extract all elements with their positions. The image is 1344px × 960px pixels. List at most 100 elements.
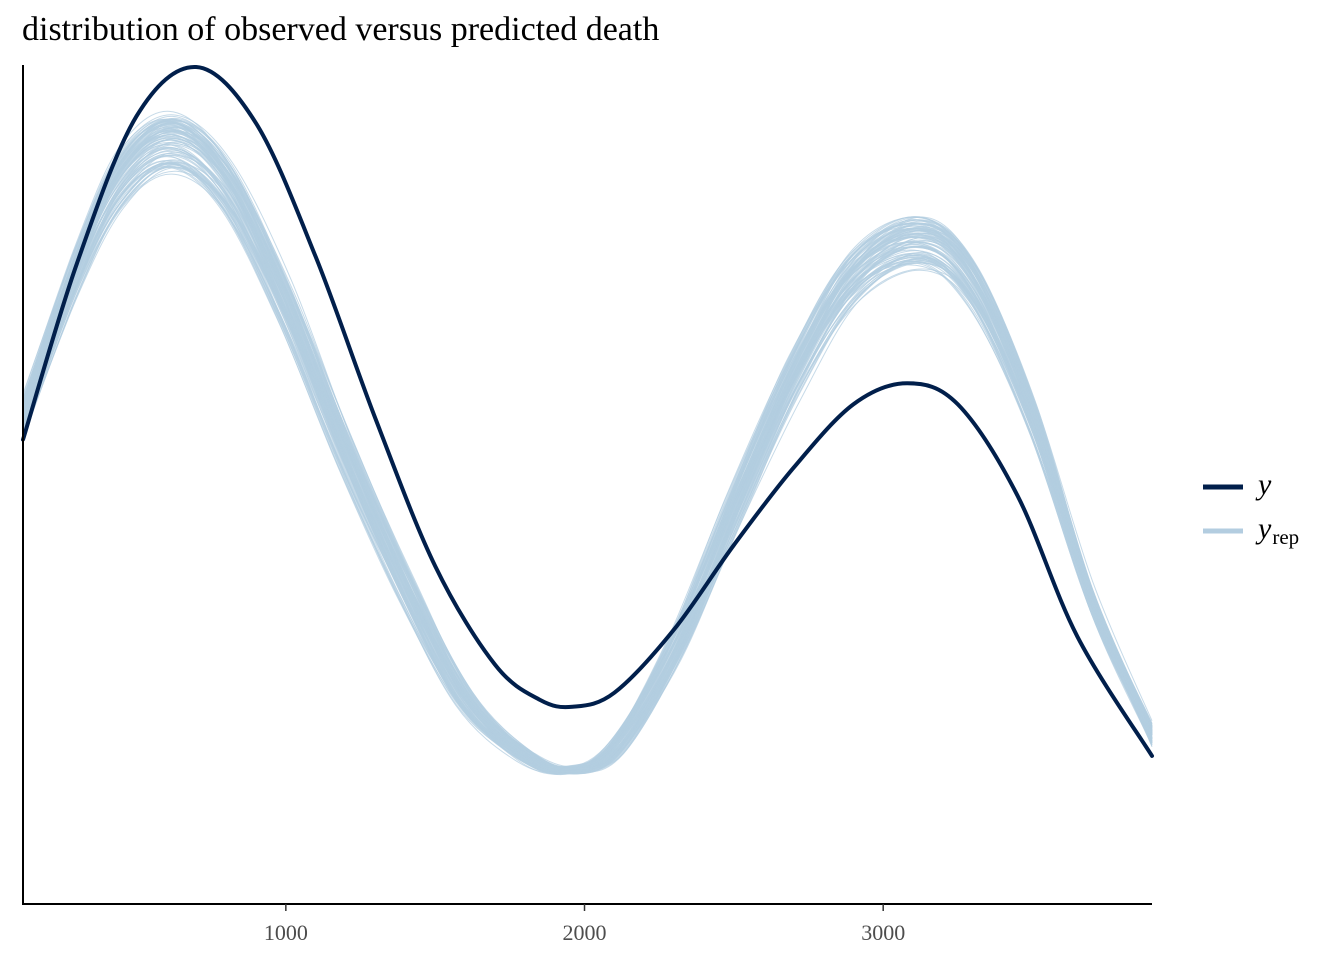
yrep-draw-line [22, 144, 1153, 774]
yrep-draw-line [22, 137, 1153, 774]
yrep-draw-line [22, 170, 1153, 773]
yrep-draw-line [22, 148, 1153, 769]
yrep-draw-line [22, 164, 1153, 773]
yrep-draw-line [22, 128, 1153, 772]
x-tick-label: 1000 [264, 920, 308, 945]
yrep-draw-line [22, 130, 1153, 771]
yrep-draw-line [22, 118, 1153, 771]
yrep-draw-line [22, 131, 1153, 774]
yrep-draw-line [22, 146, 1153, 772]
yrep-draw-line [22, 129, 1153, 775]
yrep-draw-line [22, 110, 1153, 770]
yrep-draw-line [22, 156, 1153, 770]
yrep-draw-line [22, 127, 1153, 773]
yrep-draw-line [22, 128, 1153, 774]
yrep-draw-line [22, 138, 1153, 769]
yrep-draw-line [22, 160, 1153, 769]
yrep-draw-line [22, 136, 1153, 772]
yrep-draw-line [22, 150, 1153, 772]
yrep-draw-line [22, 137, 1153, 773]
yrep-draw-line [22, 159, 1153, 773]
yrep-draw-line [22, 142, 1153, 768]
yrep-draw-line [22, 115, 1153, 771]
yrep-draw-line [22, 147, 1153, 775]
yrep-draw-line [22, 131, 1153, 774]
yrep-draw-line [22, 149, 1153, 770]
yrep-draw-line [22, 127, 1153, 771]
yrep-draw-line [22, 144, 1153, 771]
yrep-draw-line [22, 123, 1153, 772]
yrep-draw-line [22, 165, 1153, 770]
legend-label-y-text: y [1255, 468, 1272, 501]
yrep-draw-line [22, 133, 1153, 775]
yrep-draw-line [22, 141, 1153, 774]
yrep-draw-line [22, 130, 1153, 771]
yrep-draw-line [22, 163, 1153, 769]
yrep-draw-line [22, 119, 1153, 772]
yrep-draw-line [22, 166, 1153, 774]
y-observed-line [21, 64, 1154, 758]
yrep-draw-line [22, 118, 1153, 774]
yrep-draw-line [22, 129, 1153, 770]
yrep-draw-line [22, 167, 1153, 773]
yrep-draw-line [22, 139, 1153, 769]
yrep-draw-line [22, 163, 1153, 771]
yrep-draw-line [22, 151, 1153, 769]
yrep-draw-line [22, 153, 1153, 772]
yrep-draw-line [22, 134, 1153, 774]
yrep-draw-line [22, 125, 1153, 771]
yrep-lines [22, 110, 1153, 776]
yrep-draw-line [22, 147, 1153, 774]
yrep-draw-line [22, 153, 1153, 774]
yrep-draw-line [22, 162, 1153, 771]
yrep-draw-line [22, 155, 1153, 774]
yrep-draw-line [22, 121, 1153, 774]
x-axis-ticks: 1000 2000 3000 [264, 904, 905, 945]
yrep-draw-line [22, 162, 1153, 769]
yrep-draw-line [22, 123, 1153, 771]
yrep-draw-line [22, 118, 1153, 769]
yrep-draw-line [22, 130, 1153, 768]
yrep-draw-line [22, 119, 1153, 775]
yrep-draw-line [22, 126, 1153, 768]
x-tick-label: 2000 [563, 920, 607, 945]
yrep-draw-line [22, 154, 1153, 771]
yrep-draw-line [22, 126, 1153, 775]
yrep-draw-line [22, 173, 1153, 772]
yrep-draw-line [22, 134, 1153, 774]
yrep-draw-line [22, 138, 1153, 770]
yrep-draw-line [22, 163, 1153, 769]
yrep-draw-line [22, 125, 1153, 768]
yrep-draw-line [22, 159, 1153, 770]
legend-label-yrep-sub: rep [1272, 525, 1299, 549]
legend-label-y: y [1255, 468, 1272, 501]
yrep-draw-line [22, 119, 1153, 769]
yrep-draw-line [22, 162, 1153, 774]
yrep-draw-line [22, 135, 1153, 775]
yrep-draw-line [22, 154, 1153, 773]
yrep-draw-line [22, 122, 1153, 773]
yrep-draw-line [22, 121, 1153, 772]
yrep-draw-line [22, 130, 1153, 775]
yrep-draw-line [22, 133, 1153, 770]
yrep-draw-line [22, 142, 1153, 774]
yrep-draw-line [22, 162, 1153, 775]
yrep-draw-line [22, 122, 1153, 770]
yrep-draw-line [22, 120, 1153, 771]
yrep-draw-line [22, 121, 1153, 770]
yrep-draw-line [22, 118, 1153, 774]
yrep-draw-line [22, 120, 1153, 774]
yrep-draw-line [22, 147, 1153, 774]
yrep-draw-line [22, 129, 1153, 770]
chart-title: distribution of observed versus predicte… [22, 11, 660, 48]
yrep-draw-line [22, 120, 1153, 775]
yrep-draw-line [22, 166, 1153, 772]
legend-label-yrep: yrep [1255, 512, 1299, 549]
yrep-draw-line [22, 122, 1153, 774]
yrep-draw-line [22, 117, 1153, 769]
yrep-draw-line [22, 134, 1153, 776]
yrep-draw-line [22, 124, 1153, 774]
yrep-draw-line [22, 162, 1153, 775]
yrep-draw-line [22, 114, 1153, 770]
